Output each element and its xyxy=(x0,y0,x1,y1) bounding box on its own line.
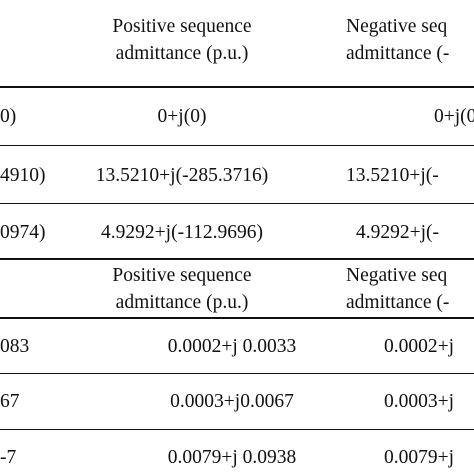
row-5-col-0: 67 xyxy=(0,391,20,412)
header-positive-sequence-1: Positive sequence admittance (p.u.) xyxy=(82,13,282,67)
row-6-col-1: 0.0079+j 0.0938 xyxy=(167,447,297,468)
row-divider xyxy=(0,373,474,374)
row-4-col-0: 083 xyxy=(0,336,30,357)
header-line: admittance (p.u.) xyxy=(115,292,249,313)
row-2-col-2: 13.5210+j(- xyxy=(346,165,439,186)
header-negative-sequence-2: Negative seq admittance (- xyxy=(346,262,474,316)
header-line: Positive sequence xyxy=(112,16,252,37)
row-6-col-2: 0.0079+j xyxy=(384,447,455,468)
header-line: admittance (p.u.) xyxy=(115,43,249,64)
section-rule xyxy=(0,258,474,260)
row-divider xyxy=(0,429,474,430)
row-divider xyxy=(0,203,474,204)
header-line: Negative seq xyxy=(346,16,448,37)
header-line: Negative seq xyxy=(346,265,448,286)
row-1-col-1: 0+j(0) xyxy=(157,106,207,127)
header-line: Positive sequence xyxy=(112,265,252,286)
header-line: admittance (- xyxy=(346,43,450,64)
row-5-col-1: 0.0003+j0.0067 xyxy=(170,391,294,412)
row-4-col-2: 0.0002+j xyxy=(384,336,455,357)
row-5-col-2: 0.0003+j xyxy=(384,391,455,412)
header-rule xyxy=(0,86,474,88)
header-positive-sequence-2: Positive sequence admittance (p.u.) xyxy=(82,262,282,316)
header-rule xyxy=(0,317,474,319)
header-negative-sequence-1: Negative seq admittance (- xyxy=(346,13,474,67)
row-4-col-1: 0.0002+j 0.0033 xyxy=(167,336,297,357)
row-3-col-1: 4.9292+j(-112.9696) xyxy=(101,222,263,243)
header-line: admittance (- xyxy=(346,292,450,313)
row-1-col-2: 0+j(0 xyxy=(434,106,474,127)
row-3-col-2: 4.9292+j(- xyxy=(356,222,440,243)
row-3-col-0: 0974) xyxy=(0,222,46,243)
row-divider xyxy=(0,145,474,146)
row-2-col-1: 13.5210+j(-285.3716) xyxy=(95,165,269,186)
row-6-col-0: -7 xyxy=(0,447,17,468)
row-2-col-0: 4910) xyxy=(0,165,46,186)
row-1-col-0: 0) xyxy=(0,106,17,127)
